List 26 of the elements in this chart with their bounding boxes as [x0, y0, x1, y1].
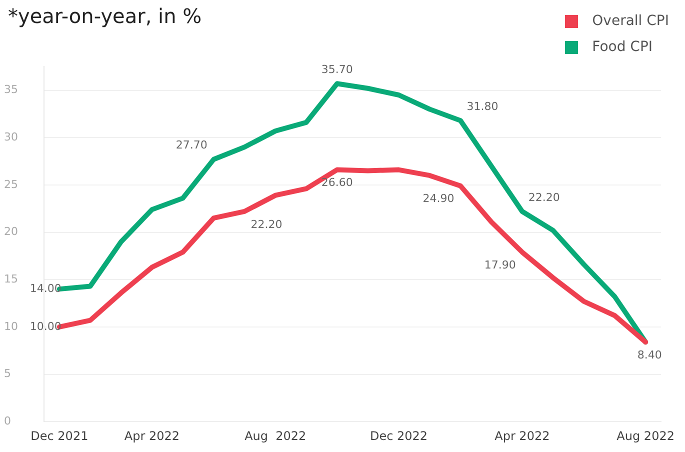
y-tick-label: 5 — [4, 367, 11, 380]
y-tick-label: 15 — [4, 272, 18, 286]
x-tick-label: Apr 2022 — [124, 428, 180, 443]
data-label: 27.70 — [176, 138, 208, 152]
legend-label: Food CPI — [592, 39, 653, 55]
data-label: 24.90 — [422, 192, 454, 206]
x-tick-label: Dec 2022 — [370, 428, 428, 443]
legend-label: Overall CPI — [592, 13, 669, 29]
x-tick-label: Apr 2022 — [494, 428, 550, 443]
data-label: 22.20 — [250, 218, 282, 231]
y-tick-label: 35 — [4, 83, 18, 96]
data-label: 17.90 — [484, 258, 516, 272]
y-tick-label: 30 — [4, 130, 18, 144]
x-tick-label: Aug 2022 — [244, 428, 306, 443]
x-tick-label: Dec 2021 — [30, 428, 88, 443]
y-tick-label: 10 — [4, 320, 18, 333]
chart-title: *year-on-year, in % — [8, 4, 202, 28]
x-tick-label: Aug 2022 — [616, 428, 674, 443]
y-tick-label: 0 — [4, 414, 11, 428]
y-tick-label: 20 — [4, 225, 18, 238]
data-label: 31.80 — [466, 100, 498, 113]
data-label: 22.20 — [528, 190, 560, 204]
data-label: 26.60 — [321, 176, 353, 190]
data-label: 8.40 — [637, 348, 662, 362]
y-tick-label: 25 — [4, 178, 18, 191]
data-label: 35.70 — [321, 63, 353, 76]
